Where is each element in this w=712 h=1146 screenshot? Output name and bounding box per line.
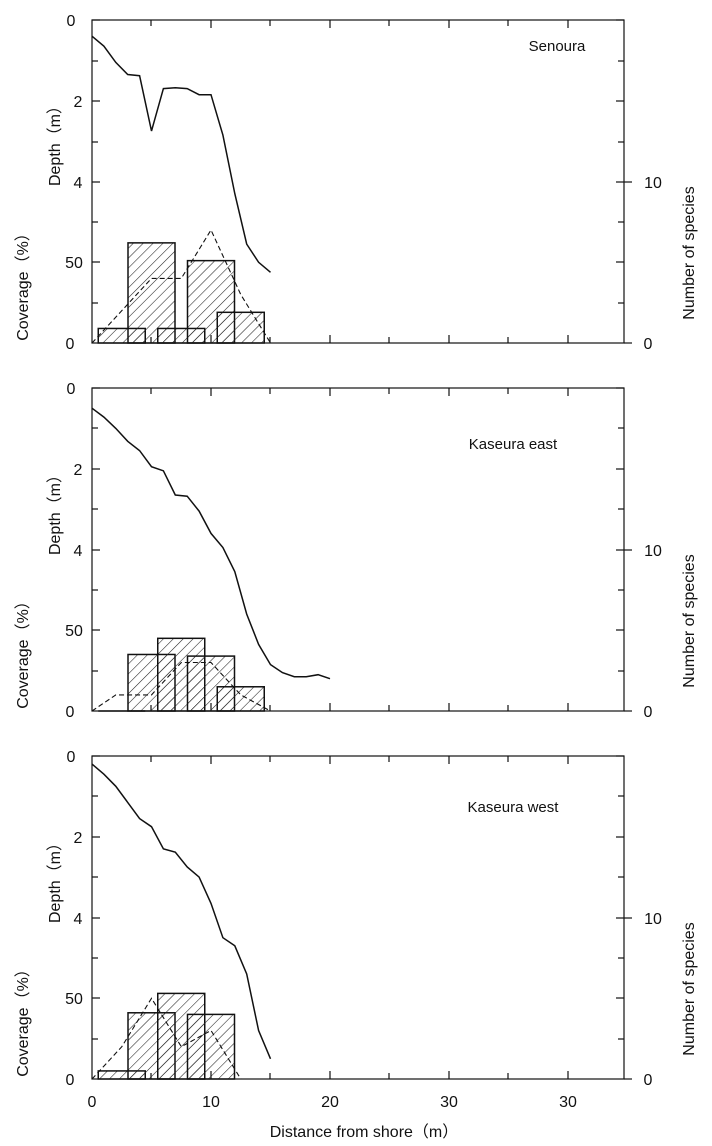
x-tick-label: 20 (321, 1094, 339, 1111)
coverage-tick-label: 50 (65, 991, 83, 1008)
panel-title: Kaseura west (468, 799, 560, 816)
panel-kaseura-west: Kaseura west 0 2 4 50 0 10 (14, 749, 698, 1089)
coverage-axis-title: Coverage（%） (14, 593, 32, 709)
species-axis-title: Number of species (681, 922, 698, 1055)
species-tick-label: 0 (644, 336, 653, 353)
depth-axis-title: Depth（m） (46, 835, 64, 923)
species-line (91, 228, 271, 344)
depth-tick-label: 2 (74, 94, 83, 111)
species-tick-label: 10 (644, 911, 662, 928)
x-axis-title: Distance from shore（m） (270, 1123, 459, 1141)
coverage-axis-title: Coverage（%） (14, 225, 32, 341)
depth-axis-title: Depth（m） (46, 467, 64, 555)
coverage-bar (127, 242, 176, 344)
right-axis-ticks (616, 19, 632, 344)
panel-title: Senoura (529, 38, 586, 55)
species-tick-label: 0 (644, 704, 653, 721)
x-tick-label: 10 (202, 1094, 220, 1111)
coverage-tick-label: 0 (66, 1072, 75, 1089)
depth-tick-label: 0 (67, 381, 76, 398)
left-axis-ticks (92, 19, 100, 304)
depth-tick-label: 4 (74, 175, 83, 192)
coverage-bar (186, 1013, 236, 1080)
coverage-bar (216, 311, 265, 344)
depth-tick-label: 2 (74, 462, 83, 479)
left-axis-ticks (92, 755, 100, 1040)
panel-senoura: Senoura 0 2 4 50 0 10 0 (14, 13, 698, 353)
depth-tick-label: 4 (74, 911, 83, 928)
left-axis-ticks (92, 387, 100, 672)
species-line (91, 661, 271, 712)
depth-profile-line (91, 407, 331, 680)
coverage-axis-title: Coverage（%） (14, 961, 32, 1077)
species-tick-label: 10 (644, 543, 662, 560)
coverage-bar (216, 686, 265, 712)
depth-axis-title: Depth（m） (46, 98, 64, 186)
right-axis-ticks (616, 387, 632, 712)
coverage-tick-label: 0 (66, 704, 75, 721)
panel-kaseura-east: Kaseura east 0 2 4 50 0 10 (14, 381, 698, 721)
depth-profile-line (91, 763, 272, 1060)
x-tick-label: 30 (440, 1094, 458, 1111)
x-tick-label: 30 (559, 1094, 577, 1111)
depth-profile-line (91, 35, 271, 273)
depth-tick-label: 0 (67, 749, 76, 766)
depth-tick-label: 0 (67, 13, 76, 30)
coverage-bar (186, 259, 236, 344)
depth-tick-label: 4 (74, 543, 83, 560)
species-tick-label: 0 (644, 1072, 653, 1089)
coverage-tick-label: 50 (65, 623, 83, 640)
species-axis-title: Number of species (681, 554, 698, 687)
panel-title: Kaseura east (469, 436, 558, 453)
coverage-tick-label: 0 (66, 336, 75, 353)
x-tick-label: 0 (88, 1094, 97, 1111)
depth-tick-label: 2 (74, 830, 83, 847)
species-axis-title: Number of species (681, 186, 698, 319)
right-axis-ticks (616, 755, 632, 1080)
species-tick-label: 10 (644, 175, 662, 192)
species-line (91, 997, 242, 1080)
coverage-tick-label: 50 (65, 255, 83, 272)
